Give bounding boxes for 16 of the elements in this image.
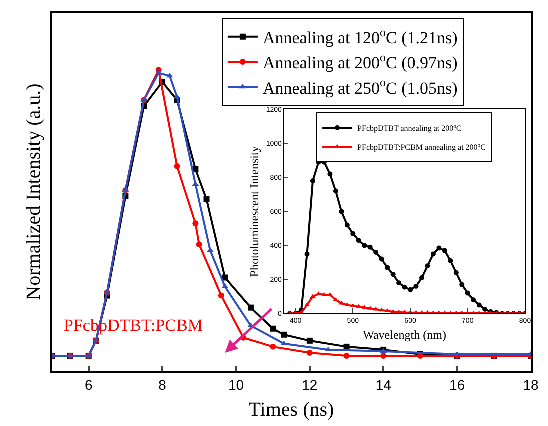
x-tick-label: 6 (84, 376, 93, 393)
x-tick-label: 8 (158, 376, 167, 393)
legend-label: PFcbpDTBT annealing at 200$^{o}$C (358, 124, 462, 134)
x-axis-title: Times (ns) (248, 398, 334, 421)
x-tick-label: 10 (228, 376, 244, 393)
legend-label: Annealing at 250$^{o}$C (1.05ns) (262, 76, 458, 98)
x-tick-label: 14 (376, 376, 392, 393)
y-axis-title: Photoluminescent Intensity (248, 146, 262, 278)
x-tick-label: 18 (523, 376, 539, 393)
x-tick-label: 16 (450, 376, 466, 393)
x-axis-title: Wavelength (nm) (363, 328, 446, 342)
x-tick-label: 12 (302, 376, 318, 393)
y-axis-title: Normalized Intensity (a.u.) (23, 84, 45, 300)
legend-label: Annealing at 200$^{o}$C (0.97ns) (262, 50, 458, 73)
legend-label: Annealing at 120$^{o}$C (1.21ns) (262, 25, 458, 48)
legend-label: PFcbpDTBT:PCBM annealing at 200$^{o}$C (358, 142, 486, 152)
